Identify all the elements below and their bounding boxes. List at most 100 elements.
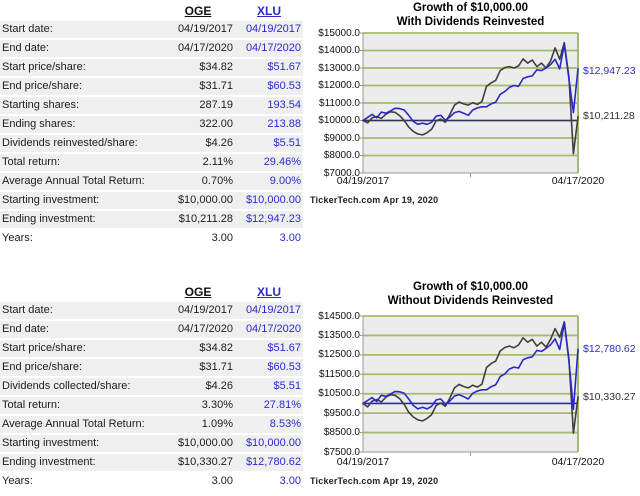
table-row: Total return: 3.30% 27.81% xyxy=(0,397,303,414)
oge-column-link[interactable]: OGE xyxy=(161,2,235,19)
oge-value: 287.19 xyxy=(161,97,235,114)
table-row: End date: 04/17/2020 04/17/2020 xyxy=(0,40,303,57)
y-tick-label: $14000.0 xyxy=(318,45,360,56)
chart-title-line2: With Dividends Reinvested xyxy=(396,15,545,28)
table-row: Start price/share: $34.82 $51.67 xyxy=(0,340,303,357)
xlu-value: $5.51 xyxy=(235,378,303,395)
xlu-value: 3.00 xyxy=(235,473,303,490)
xlu-value: $5.51 xyxy=(235,135,303,152)
row-label: Ending investment: xyxy=(0,211,161,228)
chart-title-line2: Without Dividends Reinvested xyxy=(387,294,554,307)
oge-value: $31.71 xyxy=(161,78,235,95)
oge-column-link[interactable]: OGE xyxy=(161,283,235,300)
table-row: Dividends reinvested/share: $4.26 $5.51 xyxy=(0,135,303,152)
xlu-value: 193.54 xyxy=(235,97,303,114)
table-row: Starting shares: 287.19 193.54 xyxy=(0,97,303,114)
row-label: Starting investment: xyxy=(0,435,161,452)
x-axis-start-date: 04/19/2017 xyxy=(336,456,390,468)
xlu-value: $12,780.62 xyxy=(235,454,303,471)
y-tick-label: $8500.0 xyxy=(323,427,360,439)
chart-title: Growth of $10,000.00 Without Dividends R… xyxy=(323,281,618,308)
table-row: Total return: 2.11% 29.46% xyxy=(0,154,303,171)
row-label: Average Annual Total Return: xyxy=(0,173,161,190)
xlu-column-link[interactable]: XLU xyxy=(235,283,303,300)
oge-end-value-label: $10,330.27 xyxy=(583,391,636,403)
table-row: Ending shares: 322.00 213.88 xyxy=(0,116,303,133)
xlu-value: 04/19/2017 xyxy=(235,302,303,319)
table-row: Ending investment: $10,330.27 $12,780.62 xyxy=(0,454,303,471)
oge-value: 1.09% xyxy=(161,416,235,433)
oge-value: 04/19/2017 xyxy=(161,21,235,38)
oge-value: 04/19/2017 xyxy=(161,302,235,319)
table-row: Average Annual Total Return: 0.70% 9.00% xyxy=(0,173,303,190)
oge-value: $31.71 xyxy=(161,359,235,376)
chart-title: Growth of $10,000.00 With Dividends Rein… xyxy=(323,2,618,29)
comparison-table-with-dividends: OGE XLU Start date: 04/19/2017 04/19/2017 E… xyxy=(0,0,303,249)
row-label: Total return: xyxy=(0,397,161,414)
table-row: End date: 04/17/2020 04/17/2020 xyxy=(0,321,303,338)
growth-chart-with-dividends: Growth of $10,000.00 With Dividends Rein… xyxy=(305,0,640,232)
xlu-value: $60.53 xyxy=(235,359,303,376)
series-xlu xyxy=(362,43,579,126)
series-oge xyxy=(362,321,579,434)
xlu-value: 9.00% xyxy=(235,173,303,190)
table-body: Start date: 04/19/2017 04/19/2017 End date:… xyxy=(0,302,303,490)
label-column-header xyxy=(0,283,161,300)
xlu-column-link[interactable]: XLU xyxy=(235,2,303,19)
oge-value: $4.26 xyxy=(161,378,235,395)
y-tick-label: $12500.0 xyxy=(318,349,360,361)
xlu-value: $51.67 xyxy=(235,59,303,76)
oge-value: 04/17/2020 xyxy=(161,40,235,57)
row-label: Start date: xyxy=(0,21,161,38)
row-label: Dividends collected/share: xyxy=(0,378,161,395)
row-label: Ending investment: xyxy=(0,454,161,471)
y-tick-label: $13500.0 xyxy=(318,329,360,341)
oge-value: 04/17/2020 xyxy=(161,321,235,338)
y-tick-label: $10500.0 xyxy=(318,388,360,400)
row-label: Start price/share: xyxy=(0,59,161,76)
oge-value: 3.00 xyxy=(161,473,235,490)
table-row: Start date: 04/19/2017 04/19/2017 xyxy=(0,302,303,319)
table-row: Start price/share: $34.82 $51.67 xyxy=(0,59,303,76)
table-row: Years: 3.00 3.00 xyxy=(0,230,303,247)
table-row: Ending investment: $10,211.28 $12,947.23 xyxy=(0,211,303,228)
y-tick-label: $10000.0 xyxy=(318,115,360,126)
row-label: Start date: xyxy=(0,302,161,319)
series-xlu xyxy=(362,322,579,411)
row-label: Dividends reinvested/share: xyxy=(0,135,161,152)
y-tick-label: $11000.0 xyxy=(319,97,360,109)
row-label: Years: xyxy=(0,230,161,247)
y-tick-label: $7500.0 xyxy=(323,446,360,458)
comparison-table-without-dividends: OGE XLU Start date: 04/19/2017 04/19/2017 E… xyxy=(0,281,303,492)
row-label: Total return: xyxy=(0,154,161,171)
row-label: End price/share: xyxy=(0,78,161,95)
xlu-value: 213.88 xyxy=(235,116,303,133)
oge-value: 3.00 xyxy=(161,230,235,247)
row-label: Starting investment: xyxy=(0,192,161,209)
table-row: Start date: 04/19/2017 04/19/2017 xyxy=(0,21,303,38)
label-column-header xyxy=(0,2,161,19)
xlu-end-value-label: $12,780.62 xyxy=(583,343,636,355)
xlu-value: 04/19/2017 xyxy=(235,21,303,38)
growth-chart-without-dividends: Growth of $10,000.00 Without Dividends R… xyxy=(305,270,640,496)
y-tick-label: $11500.0 xyxy=(319,368,360,380)
xlu-value: $10,000.00 xyxy=(235,192,303,209)
y-tick-label: $15000.0 xyxy=(318,27,360,39)
row-label: Start price/share: xyxy=(0,340,161,357)
xlu-value: $12,947.23 xyxy=(235,211,303,228)
row-label: Years: xyxy=(0,473,161,490)
y-tick-label: $7000.0 xyxy=(323,167,360,179)
oge-value: 2.11% xyxy=(161,154,235,171)
table-row: Dividends collected/share: $4.26 $5.51 xyxy=(0,378,303,395)
oge-value: 322.00 xyxy=(161,116,235,133)
xlu-value: 3.00 xyxy=(235,230,303,247)
y-tick-label: $8000.0 xyxy=(323,150,360,161)
table-row: Starting investment: $10,000.00 $10,000.00 xyxy=(0,192,303,209)
row-label: End price/share: xyxy=(0,359,161,376)
table-row: End price/share: $31.71 $60.53 xyxy=(0,78,303,95)
source-attribution: TickerTech.com Apr 19, 2020 xyxy=(310,476,439,486)
series-oge xyxy=(362,41,579,155)
y-tick-label: $14500.0 xyxy=(318,310,360,322)
row-label: Starting shares: xyxy=(0,97,161,114)
